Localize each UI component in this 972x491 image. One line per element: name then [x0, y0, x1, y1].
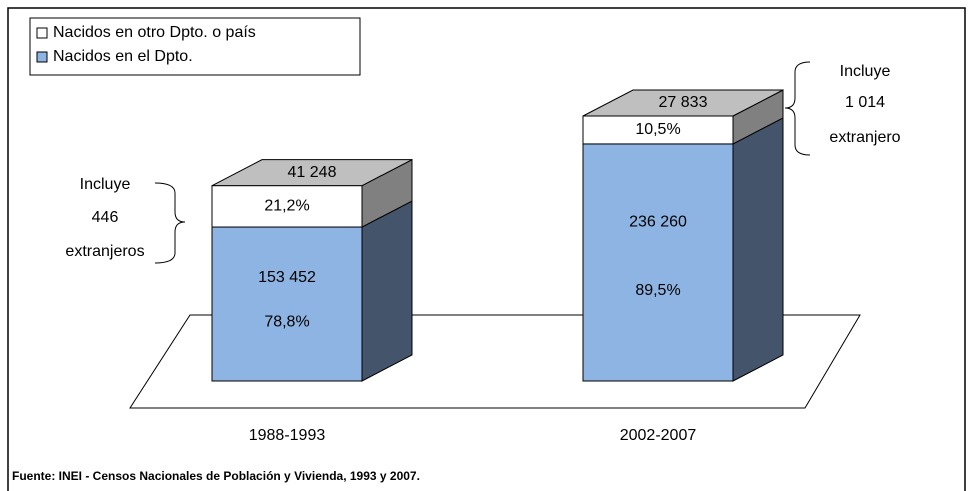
bar-segment — [211, 226, 363, 382]
bar-side — [732, 117, 784, 382]
annotation: 1 014 — [845, 94, 885, 111]
source: Fuente: INEI - Censos Nacionales de Pobl… — [12, 469, 420, 483]
bar-top — [582, 89, 784, 117]
annotation: Incluye — [80, 176, 131, 193]
legend-swatch — [36, 27, 48, 39]
value-label: 41 248 — [288, 164, 337, 181]
legend-label: Nacidos en otro Dpto. o país — [53, 24, 256, 41]
x-tick-label: 2002-2007 — [620, 427, 697, 444]
annotation: extranjeros — [65, 243, 144, 260]
legend-swatch — [36, 51, 48, 63]
value-label: 27 833 — [659, 94, 708, 111]
value-label: 153 452 — [258, 269, 316, 286]
share-label: 89,5% — [635, 282, 680, 299]
frame — [7, 7, 966, 491]
legend-box — [29, 17, 361, 76]
x-tick-label: 1988-1993 — [249, 427, 326, 444]
bar-segment — [582, 143, 734, 382]
annotation: 446 — [92, 209, 119, 226]
bar-top — [211, 159, 413, 187]
share-label: 10,5% — [635, 121, 680, 138]
annotation: extranjero — [829, 129, 900, 146]
annotation: Incluye — [840, 63, 891, 80]
bar-segment — [211, 185, 363, 228]
brace — [154, 182, 186, 264]
share-label: 78,8% — [264, 314, 309, 331]
bar-side — [361, 200, 413, 382]
share-label: 21,2% — [264, 198, 309, 215]
value-label: 236 260 — [629, 213, 687, 230]
legend-label: Nacidos en el Dpto. — [53, 48, 193, 65]
brace — [784, 61, 811, 156]
